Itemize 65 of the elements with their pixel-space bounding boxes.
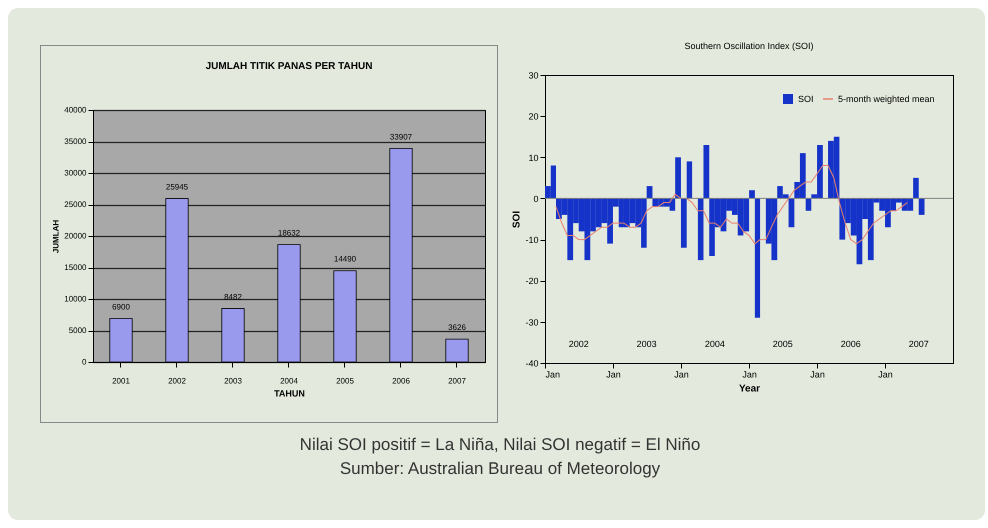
y-tick-label: -10 (525, 235, 538, 246)
y-tick-label: 30 (528, 70, 538, 80)
y-tick-label: 20000 (64, 232, 88, 240)
y-tick-label: 15000 (64, 263, 88, 272)
text: Nilai SOI positif = La Niña, Nilai SOI negatif = El Niño (298, 434, 702, 456)
y-tick-label: 35000 (64, 137, 88, 146)
x2-tick-label: 2002 (568, 339, 589, 349)
x-axis-title: TAHUN (274, 388, 305, 398)
y-tick-label: -20 (525, 276, 538, 286)
data-label: 18632 (278, 228, 301, 238)
x-tick-label: Jan (742, 370, 757, 380)
y-tick-label: 20 (528, 112, 538, 122)
data-label: 25945 (166, 182, 189, 192)
legend-label: 5-month weighted mean (838, 94, 935, 104)
data-label: 33907 (390, 132, 413, 142)
bar (913, 178, 919, 198)
x-tick-label: 2002 (168, 376, 186, 386)
bar (749, 190, 755, 198)
bar (918, 198, 925, 215)
y-axis-title: JUMLAH (51, 220, 60, 254)
bar (806, 198, 812, 211)
legend-label: SOI (798, 94, 814, 104)
bar (703, 144, 710, 198)
x-axis-title: Year (738, 384, 760, 394)
y-tick-label: 0 (82, 358, 88, 366)
x-tick-label: 2006 (392, 376, 410, 386)
y-tick-label: 10000 (64, 294, 88, 304)
x-tick-label: 2005 (336, 376, 354, 386)
chart-title: Southern Oscillation Index (SOI) (684, 41, 814, 51)
x-tick-label: Jan (606, 370, 621, 380)
x-tick-label: Jan (674, 370, 689, 380)
y-tick-label: 25000 (64, 200, 88, 209)
y-tick-label: 30000 (64, 168, 88, 178)
text: Sumber: Australian Bureau of Meteorology (338, 458, 662, 480)
bar (788, 198, 794, 228)
bar (698, 198, 704, 260)
x2-tick-label: 2005 (772, 339, 793, 349)
data-label: 3626 (448, 323, 466, 332)
x-tick-label: Jan (878, 370, 893, 380)
x2-tick-label: 2007 (908, 339, 929, 349)
bar (675, 157, 681, 198)
x-tick-label: 2004 (280, 376, 298, 386)
y-tick-label: -30 (525, 317, 538, 328)
y-tick-label: 5000 (68, 326, 88, 335)
x2-tick-label: 2003 (636, 339, 657, 349)
data-label: 6900 (112, 302, 130, 312)
data-label: 14490 (334, 254, 357, 264)
x2-tick-label: 2004 (704, 339, 725, 349)
y-axis-title: SOI (511, 210, 522, 228)
bar (646, 186, 652, 198)
bar (686, 161, 692, 198)
y-tick-label: 10 (528, 152, 538, 163)
y-tick-label: 0 (533, 194, 538, 204)
x-tick-label: Jan (546, 370, 560, 380)
line-series (555, 165, 908, 244)
x-tick-label: 2007 (448, 376, 466, 386)
bar (680, 198, 687, 248)
chart-title: JUMLAH TITIK PANAS PER TAHUN (206, 61, 372, 72)
y-tick-label: 40000 (64, 106, 88, 114)
x2-tick-label: 2006 (840, 339, 861, 349)
bar (754, 198, 760, 318)
y-tick-label: -40 (525, 358, 538, 368)
x-tick-label: 2003 (224, 376, 242, 386)
x-tick-label: Jan (810, 370, 825, 380)
x-tick-label: 2001 (112, 376, 130, 386)
